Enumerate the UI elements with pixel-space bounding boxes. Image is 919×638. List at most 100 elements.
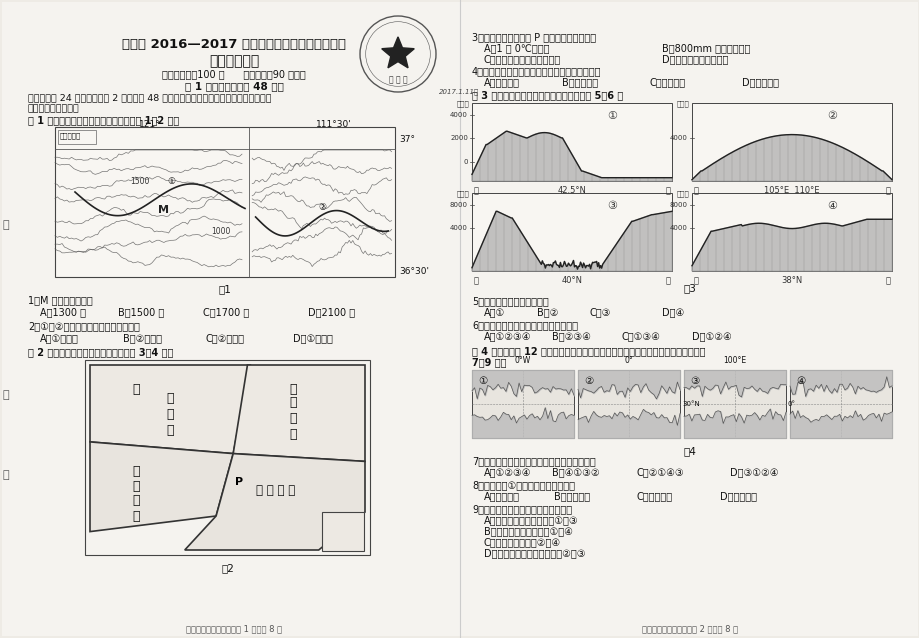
Text: 区: 区 (289, 427, 297, 441)
Text: 北: 北 (885, 186, 890, 195)
Text: D．④: D．④ (662, 307, 684, 317)
Text: A．①: A．① (483, 307, 505, 317)
Text: 图 3 为我国四大盆地地形剖面图。读图回答 5～6 题: 图 3 为我国四大盆地地形剖面图。读图回答 5～6 题 (471, 90, 622, 100)
Text: 南: 南 (473, 186, 478, 195)
Text: ④: ④ (795, 376, 804, 386)
Text: （米）: （米） (675, 190, 688, 197)
Text: 1500: 1500 (130, 177, 149, 186)
Text: 青: 青 (132, 464, 140, 478)
Text: 2017.1.11后: 2017.1.11后 (438, 88, 479, 94)
Text: 方: 方 (289, 396, 297, 410)
Text: B．顺风逆水: B．顺风逆水 (553, 491, 589, 501)
Text: B．②③④: B．②③④ (551, 331, 590, 341)
Text: 36°30': 36°30' (399, 267, 428, 276)
Text: 北: 北 (885, 276, 890, 285)
Text: D．③①②④: D．③①②④ (729, 467, 777, 477)
Text: 4000: 4000 (669, 225, 687, 231)
Text: 地: 地 (132, 494, 140, 507)
Text: A．①②③④: A．①②③④ (483, 331, 531, 341)
Text: 121°: 121° (140, 120, 161, 129)
Text: B．②: B．② (537, 307, 558, 317)
Text: 3．下列有关地理界线 P 的说法错误的一项是: 3．下列有关地理界线 P 的说法错误的一项是 (471, 32, 596, 42)
Bar (577, 370, 679, 438)
Text: B．④①③②: B．④①③② (551, 467, 599, 477)
Text: A．1 月 0℃等温线: A．1 月 0℃等温线 (483, 43, 549, 53)
Polygon shape (691, 219, 891, 271)
Text: 教 务 处: 教 务 处 (388, 75, 407, 84)
Polygon shape (90, 365, 250, 454)
Text: ③: ③ (689, 376, 698, 386)
Text: 8000: 8000 (449, 202, 468, 208)
Text: 南: 南 (693, 276, 698, 285)
Polygon shape (185, 454, 365, 550)
Polygon shape (471, 131, 671, 181)
Text: A．1300 米: A．1300 米 (40, 307, 85, 317)
Text: 南: 南 (693, 186, 698, 195)
Text: M: M (158, 205, 169, 215)
Text: 图 2 为我国四大地理区域图。读图回答 3～4 题。: 图 2 为我国四大地理区域图。读图回答 3～4 题。 (28, 347, 173, 357)
Bar (471, 103, 671, 181)
Text: 0: 0 (463, 158, 468, 165)
Text: 北: 北 (664, 276, 670, 285)
Bar (471, 370, 573, 438)
Text: ②: ② (584, 376, 593, 386)
Text: 北: 北 (664, 186, 670, 195)
Text: 0°: 0° (788, 401, 795, 407)
Text: 斤: 斤 (3, 220, 9, 230)
Text: 2．①、②两河曲中，河岸坡度更陡的是: 2．①、②两河曲中，河岸坡度更陡的是 (28, 321, 140, 331)
Text: A．①的东岸: A．①的东岸 (40, 333, 79, 343)
Text: D．秦岭山脉: D．秦岭山脉 (742, 77, 778, 87)
Text: 北: 北 (166, 392, 174, 406)
Text: 图2: 图2 (221, 563, 233, 573)
Text: 南 方 地 区: 南 方 地 区 (256, 484, 295, 497)
Text: 地: 地 (289, 412, 297, 425)
Text: 37°: 37° (399, 135, 414, 144)
Text: 一、本卷共 24 小题，每小题 2 分，共计 48 分。在每小题列出的四个选项中，只有一项: 一、本卷共 24 小题，每小题 2 分，共计 48 分。在每小题列出的四个选项中… (28, 93, 271, 102)
Text: C．逆风顺水: C．逆风顺水 (636, 491, 673, 501)
Text: C．暖温带和中温带的分界线: C．暖温带和中温带的分界线 (483, 54, 561, 64)
Text: 季节性河流: 季节性河流 (60, 132, 81, 138)
Text: C．沟通两大洋的是②和④: C．沟通两大洋的是②和④ (483, 537, 561, 547)
Bar (789, 370, 891, 438)
Text: D．①②④: D．①②④ (691, 331, 731, 341)
Text: D．旱地和水田的分界线: D．旱地和水田的分界线 (662, 54, 728, 64)
Text: 图3: 图3 (683, 283, 696, 293)
Text: 0°W: 0°W (515, 356, 530, 365)
Text: （全卷满分：100 分      完成时间：90 分钟）: （全卷满分：100 分 完成时间：90 分钟） (162, 69, 305, 79)
Text: C．横断山脉: C．横断山脉 (650, 77, 686, 87)
Text: B．②的西岸: B．②的西岸 (123, 333, 162, 343)
Bar (691, 103, 891, 181)
Polygon shape (471, 211, 671, 271)
Text: 温江区 2016—2017 学年度上期期末学业质量检测: 温江区 2016—2017 学年度上期期末学业质量检测 (122, 38, 346, 51)
Bar (55, 127, 394, 277)
Text: 是符合题目要求的。: 是符合题目要求的。 (28, 104, 80, 113)
Text: C．1700 米: C．1700 米 (203, 307, 249, 317)
Text: 图 4 一艘货轮于 12 月初由荷兰鹿特丹港口出发驶往上海，历时经两个月，据图回答: 图 4 一艘货轮于 12 月初由荷兰鹿特丹港口出发驶往上海，历时经两个月，据图回… (471, 346, 705, 356)
Text: 高二上期期末地理试题第 2 页，总 8 页: 高二上期期末地理试题第 2 页，总 8 页 (641, 624, 737, 633)
Text: 西: 西 (132, 383, 140, 396)
Bar (85, 360, 369, 555)
Text: 订: 订 (3, 470, 9, 480)
Bar (58, 130, 96, 144)
Text: 100°E: 100°E (722, 356, 745, 365)
Text: 4000: 4000 (449, 225, 468, 231)
Text: C．③: C．③ (589, 307, 611, 317)
Text: 4000: 4000 (669, 135, 687, 141)
Polygon shape (90, 442, 233, 531)
Text: 9．下列有关四个海峡的说法正确的是: 9．下列有关四个海峡的说法正确的是 (471, 504, 572, 514)
Text: 图4: 图4 (683, 446, 696, 456)
Text: 4000: 4000 (449, 112, 468, 117)
Text: 1000: 1000 (211, 227, 231, 236)
Text: A．①②③④: A．①②③④ (483, 467, 531, 477)
Text: B．1500 米: B．1500 米 (118, 307, 165, 317)
Text: 第 1 卷（选择题，共 48 分）: 第 1 卷（选择题，共 48 分） (185, 81, 283, 91)
Text: 藏: 藏 (132, 480, 140, 493)
Polygon shape (233, 365, 365, 461)
Text: 装: 装 (3, 390, 9, 400)
Text: ①: ① (478, 376, 487, 386)
Text: 111°30': 111°30' (315, 120, 351, 129)
Text: B．800mm 年等降水量线: B．800mm 年等降水量线 (662, 43, 750, 53)
Text: 6．位于我国地势第二级阶梯上的盆地是: 6．位于我国地势第二级阶梯上的盆地是 (471, 320, 577, 330)
Bar (683, 370, 785, 438)
Text: 南: 南 (473, 276, 478, 285)
